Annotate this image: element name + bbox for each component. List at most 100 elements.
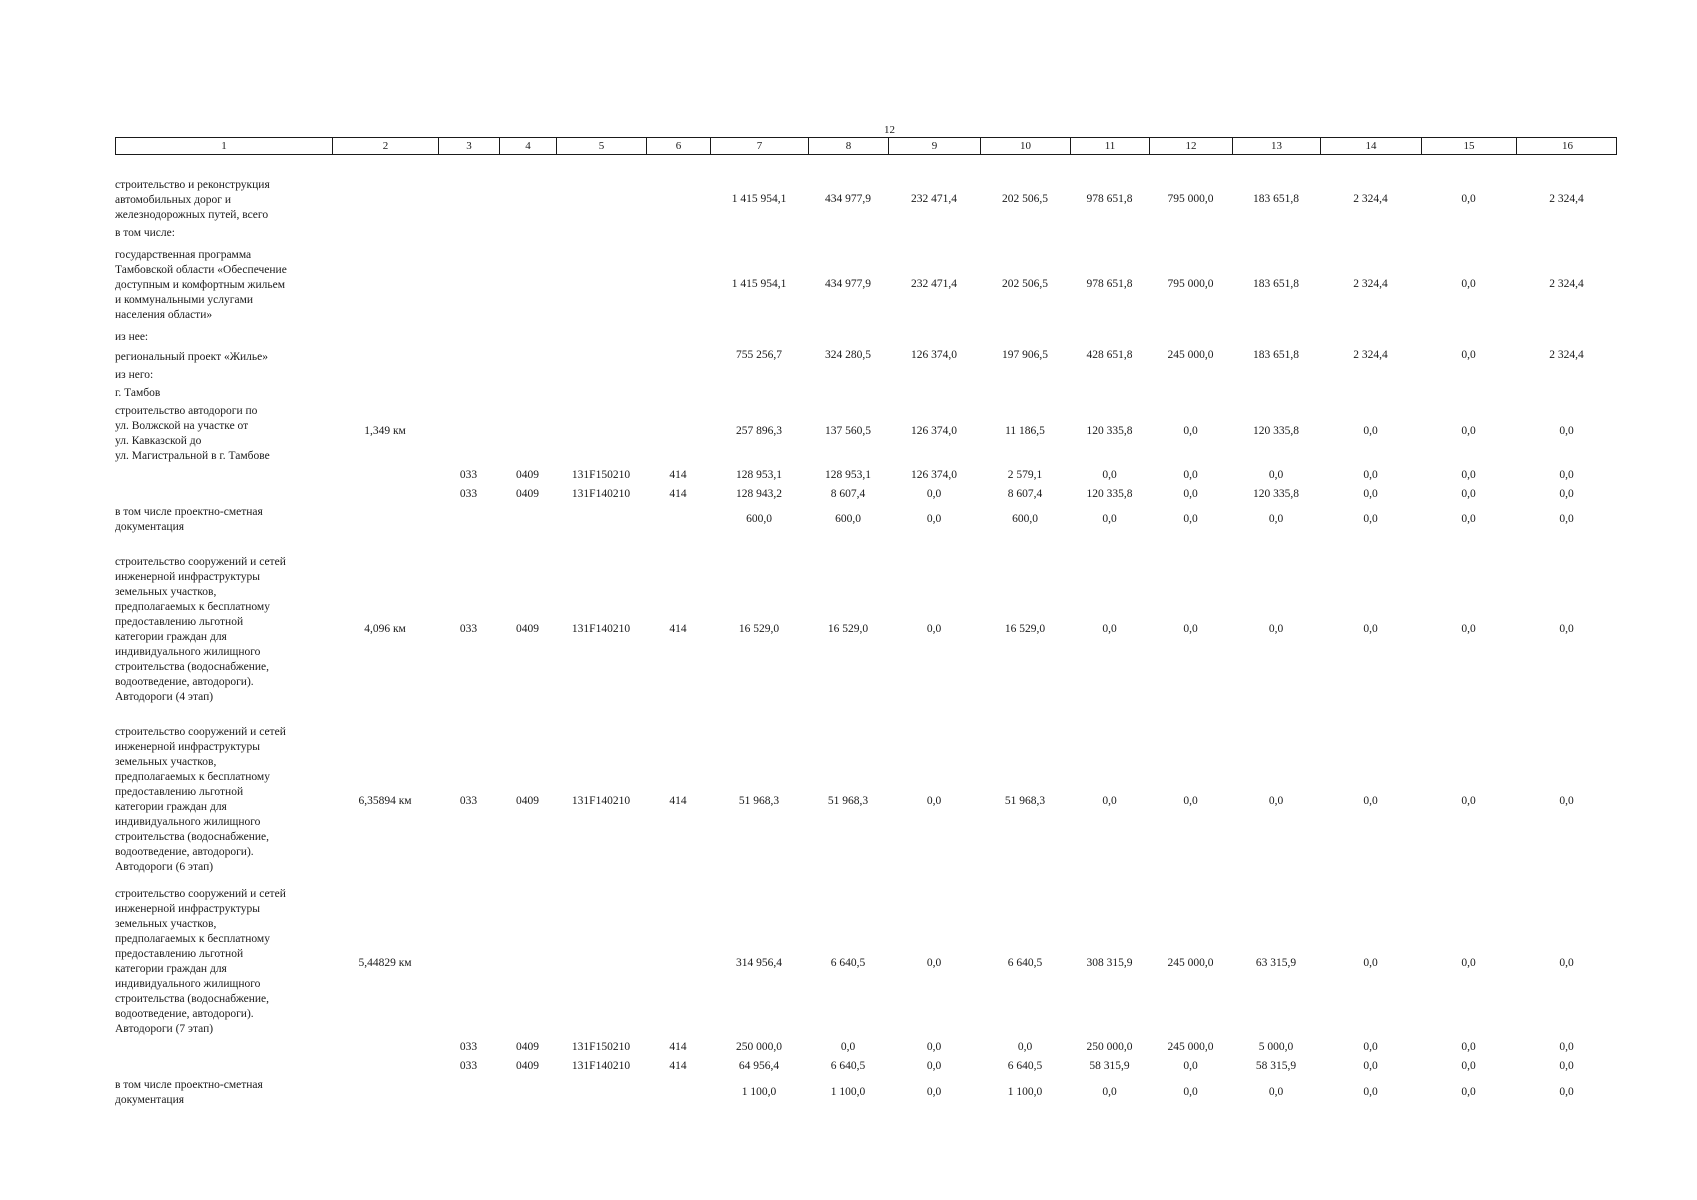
- cell-col-16: 0,0: [1559, 1060, 1574, 1072]
- cell-col-3: 033: [459, 795, 478, 807]
- cell-col-15: 0,0: [1461, 193, 1476, 205]
- cell-col-9: 0,0: [926, 1060, 942, 1072]
- cell-col-4: 0409: [516, 1060, 539, 1072]
- cell-col-7: 314 956,4: [736, 957, 782, 969]
- cell-col-3: 033: [459, 623, 478, 635]
- cell-col-12: 245 000,0: [1167, 1041, 1214, 1053]
- cell-col-7: 128 943,2: [736, 488, 782, 500]
- cell-col-3: 033: [459, 1041, 478, 1053]
- cell-col-7: 16 529,0: [738, 623, 780, 635]
- cell-col-7: 250 000,0: [736, 1041, 782, 1053]
- cell-col-5: 131F150210: [571, 469, 631, 481]
- cell-col-13: 183 651,8: [1253, 349, 1299, 361]
- cell-col-2: 6,35894 км: [358, 795, 412, 807]
- cell-col-10: 51 968,3: [1004, 795, 1046, 807]
- cell-col-16: 0,0: [1559, 623, 1574, 635]
- cell-col-14: 2 324,4: [1353, 349, 1388, 361]
- row-description: из него:: [115, 369, 154, 381]
- cell-col-6: 414: [669, 1060, 687, 1072]
- cell-col-15: 0,0: [1461, 278, 1476, 290]
- column-header-12: 12: [1150, 138, 1233, 154]
- cell-col-9: 0,0: [926, 1041, 942, 1053]
- page-number: 12: [884, 124, 895, 136]
- cell-col-11: 0,0: [1102, 469, 1117, 481]
- cell-col-12: 0,0: [1183, 425, 1198, 437]
- row-description: строительство сооружений и сетей инженерн…: [115, 556, 286, 703]
- cell-col-12: 245 000,0: [1167, 349, 1214, 361]
- cell-col-15: 0,0: [1461, 425, 1476, 437]
- cell-col-7: 1 415 954,1: [731, 278, 787, 290]
- cell-col-13: 0,0: [1268, 623, 1284, 635]
- cell-col-10: 600,0: [1012, 513, 1038, 525]
- cell-col-7: 1 100,0: [741, 1086, 777, 1098]
- cell-col-7: 600,0: [746, 513, 772, 525]
- cell-col-12: 245 000,0: [1167, 957, 1214, 969]
- cell-col-8: 324 280,5: [825, 349, 871, 361]
- cell-col-12: 0,0: [1183, 513, 1198, 525]
- cell-col-15: 0,0: [1461, 1041, 1476, 1053]
- cell-col-11: 308 315,9: [1086, 957, 1133, 969]
- cell-col-15: 0,0: [1461, 488, 1476, 500]
- cell-col-9: 0,0: [926, 488, 942, 500]
- row-description: строительство автодороги по ул. Волжской …: [115, 405, 270, 462]
- cell-col-4: 0409: [516, 488, 539, 500]
- cell-col-7: 64 956,4: [738, 1060, 780, 1072]
- cell-col-10: 11 186,5: [1005, 425, 1045, 437]
- cell-col-8: 434 977,9: [825, 193, 871, 205]
- cell-col-9: 126 374,0: [911, 349, 957, 361]
- column-header-7: 7: [711, 138, 809, 154]
- cell-col-14: 0,0: [1363, 425, 1378, 437]
- cell-col-16: 0,0: [1559, 1041, 1574, 1053]
- cell-col-10: 6 640,5: [1007, 1060, 1043, 1072]
- cell-col-12: 795 000,0: [1167, 278, 1214, 290]
- cell-col-14: 0,0: [1363, 469, 1378, 481]
- row-description: региональный проект «Жилье»: [115, 351, 269, 363]
- row-description: из нее:: [115, 331, 149, 343]
- cell-col-7: 51 968,3: [738, 795, 780, 807]
- cell-col-16: 0,0: [1559, 957, 1574, 969]
- cell-col-15: 0,0: [1461, 1060, 1476, 1072]
- row-description: строительство сооружений и сетей инженерн…: [115, 726, 286, 873]
- column-header-2: 2: [333, 138, 439, 154]
- column-header-11: 11: [1071, 138, 1150, 154]
- cell-col-8: 51 968,3: [827, 795, 869, 807]
- cell-col-16: 0,0: [1559, 425, 1574, 437]
- cell-col-12: 795 000,0: [1167, 193, 1214, 205]
- cell-col-7: 1 415 954,1: [731, 193, 787, 205]
- cell-col-10: 6 640,5: [1007, 957, 1043, 969]
- cell-col-7: 128 953,1: [736, 469, 782, 481]
- row-description: в том числе проектно-сметная документация: [115, 506, 263, 533]
- cell-col-12: 0,0: [1183, 1086, 1198, 1098]
- cell-col-13: 0,0: [1268, 469, 1284, 481]
- cell-col-11: 428 651,8: [1086, 349, 1133, 361]
- column-header-3: 3: [439, 138, 500, 154]
- cell-col-8: 1 100,0: [830, 1086, 866, 1098]
- column-header-10: 10: [981, 138, 1071, 154]
- cell-col-9: 126 374,0: [911, 425, 957, 437]
- cell-col-12: 0,0: [1183, 623, 1198, 635]
- cell-col-15: 0,0: [1461, 513, 1476, 525]
- cell-col-11: 120 335,8: [1086, 425, 1133, 437]
- cell-col-10: 202 506,5: [1002, 278, 1048, 290]
- cell-col-9: 0,0: [926, 795, 942, 807]
- cell-col-5: 131F140210: [571, 795, 631, 807]
- cell-col-14: 0,0: [1363, 623, 1378, 635]
- cell-col-11: 0,0: [1102, 513, 1117, 525]
- cell-col-2: 5,44829 км: [358, 957, 412, 969]
- cell-col-10: 202 506,5: [1002, 193, 1048, 205]
- cell-col-15: 0,0: [1461, 1086, 1476, 1098]
- cell-col-4: 0409: [516, 623, 539, 635]
- cell-col-5: 131F140210: [571, 488, 631, 500]
- cell-col-14: 0,0: [1363, 1041, 1378, 1053]
- cell-col-9: 232 471,4: [911, 278, 957, 290]
- cell-col-15: 0,0: [1461, 957, 1476, 969]
- cell-col-8: 434 977,9: [825, 278, 871, 290]
- cell-col-10: 1 100,0: [1007, 1086, 1043, 1098]
- cell-col-8: 128 953,1: [825, 469, 871, 481]
- cell-col-12: 0,0: [1183, 469, 1198, 481]
- column-header-4: 4: [500, 138, 557, 154]
- cell-col-13: 0,0: [1268, 1086, 1284, 1098]
- cell-col-6: 414: [669, 469, 687, 481]
- row-description: г. Тамбов: [115, 387, 161, 399]
- cell-col-6: 414: [669, 623, 687, 635]
